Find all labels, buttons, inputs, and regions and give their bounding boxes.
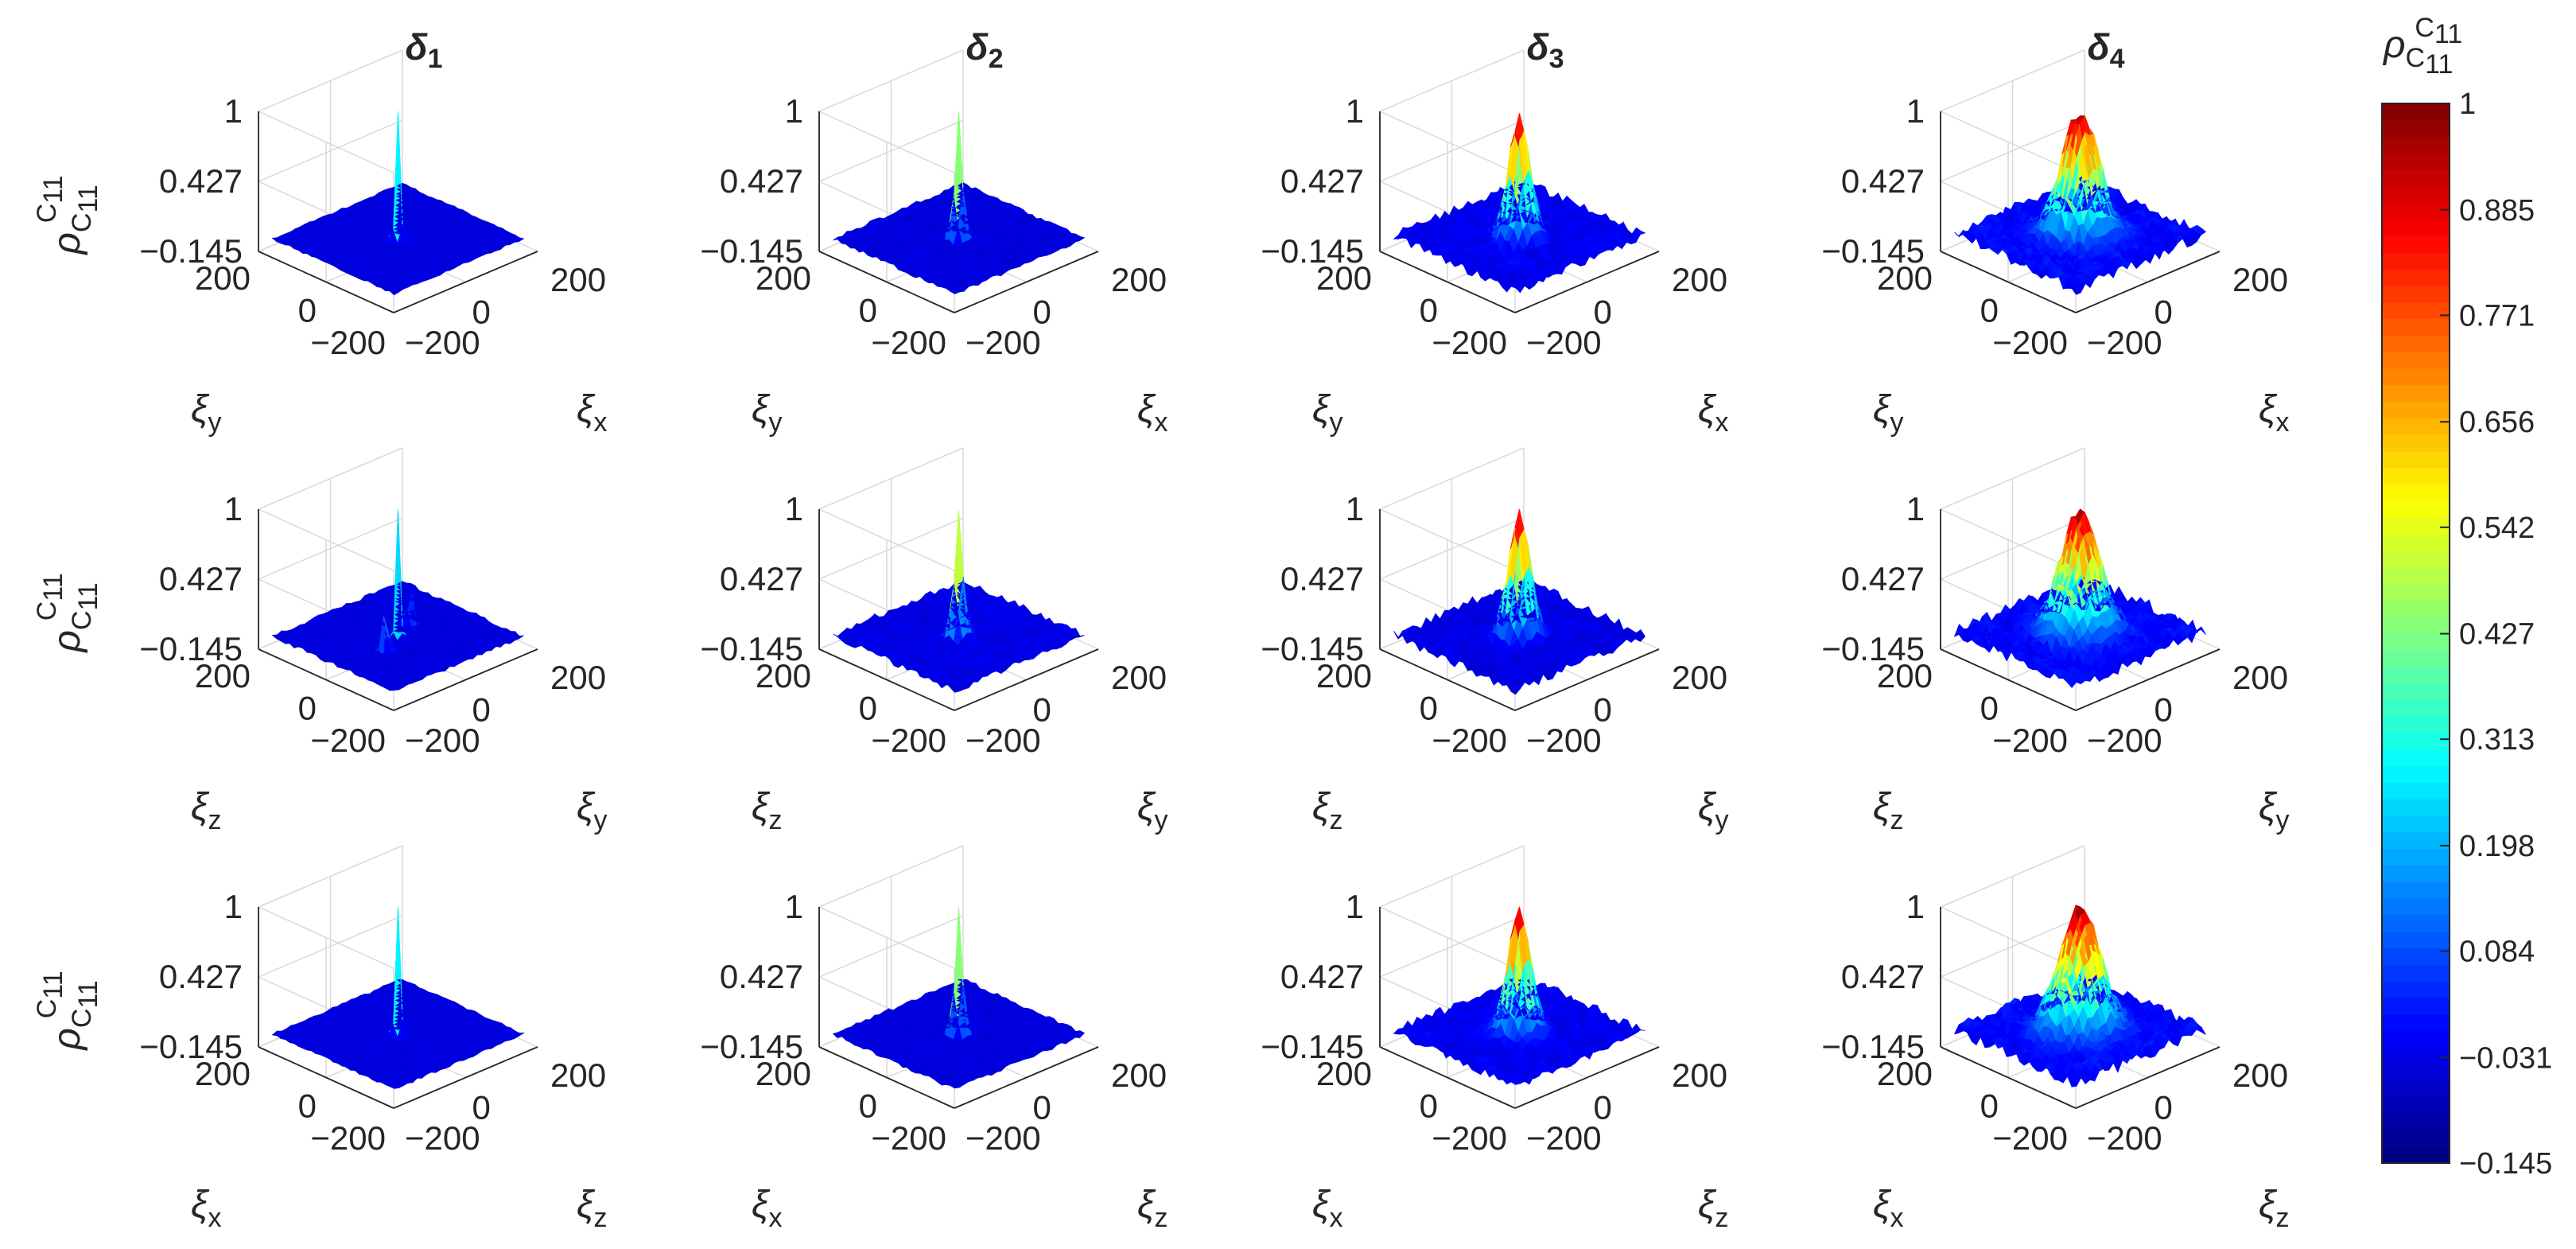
left-axis-label: ξz <box>752 786 782 835</box>
right-axis-tick: 0 <box>472 294 491 331</box>
gridline <box>258 111 394 173</box>
z-tick-label: 1 <box>224 490 243 527</box>
left-axis-tick: 200 <box>756 657 811 695</box>
right-axis-label: ξx <box>2259 388 2289 438</box>
right-axis-tick: −200 <box>966 722 1041 759</box>
right-axis-label: ξy <box>577 786 607 835</box>
right-axis-label: ξx <box>1698 388 1728 438</box>
column-title-2: δ2 <box>966 26 1004 74</box>
right-axis-label: ξx <box>577 388 607 438</box>
right-axis-tick: −200 <box>405 324 480 361</box>
column-title-1: δ1 <box>406 26 443 74</box>
right-axis-tick: −200 <box>405 722 480 759</box>
z-tick-label: 0.427 <box>1841 162 1925 200</box>
right-axis-tick: 200 <box>1111 659 1167 696</box>
right-axis-tick: 200 <box>1672 261 1727 298</box>
right-axis-tick: 0 <box>1033 294 1051 331</box>
surface <box>833 111 1086 294</box>
z-tick-label: 0.427 <box>1280 162 1364 200</box>
column-title-3: δ3 <box>1527 26 1564 74</box>
surface <box>1393 508 1645 695</box>
right-axis-tick: −200 <box>966 324 1041 361</box>
right-axis-tick: −200 <box>2087 324 2162 361</box>
left-axis-tick: 200 <box>195 259 251 297</box>
left-axis-label: ξy <box>1312 388 1342 438</box>
left-axis-tick: 200 <box>756 259 811 297</box>
right-axis-label: ξx <box>1137 388 1168 438</box>
z-tick-label: 0.427 <box>159 560 243 597</box>
left-axis-tick: 200 <box>195 657 251 695</box>
surface <box>1393 113 1646 294</box>
left-axis-tick: −200 <box>871 324 946 361</box>
right-axis-tick: 200 <box>550 659 606 696</box>
left-axis-label: ξz <box>191 786 221 835</box>
z-tick-label: 0.427 <box>159 162 243 200</box>
z-axis-label-text: ρC11C11 <box>32 573 103 653</box>
right-axis-tick: 200 <box>1111 261 1167 298</box>
surface <box>271 111 525 296</box>
column-title-4: δ4 <box>2088 26 2125 74</box>
gridline <box>258 119 403 182</box>
left-axis-tick: −200 <box>871 722 946 759</box>
left-axis-tick: 200 <box>1316 259 1372 297</box>
z-tick-label: 1 <box>785 490 803 527</box>
left-axis-tick: −200 <box>310 722 386 759</box>
right-axis-tick: 0 <box>472 691 491 729</box>
right-axis-tick: 200 <box>550 261 606 298</box>
left-axis-tick: −200 <box>1992 324 2068 361</box>
right-axis-label: ξy <box>1137 786 1168 835</box>
z-tick-label: 1 <box>785 92 803 130</box>
surface-facet <box>2178 219 2189 229</box>
left-axis-label: ξy <box>752 388 782 438</box>
left-axis-label: ξy <box>191 388 221 438</box>
surface <box>833 510 1085 693</box>
right-axis-tick: 0 <box>2154 294 2173 331</box>
gridline <box>258 49 403 112</box>
z-tick-label: 1 <box>1906 92 1925 130</box>
right-axis-tick: 200 <box>2232 261 2288 298</box>
left-axis-label: ξy <box>1873 388 1903 438</box>
column-titles: δ1 δ2 δ3 δ4 <box>406 26 2125 74</box>
z-axis-label: ρC11C11 <box>32 175 103 255</box>
z-tick-label: 0.427 <box>720 162 803 200</box>
z-tick-label: 1 <box>1346 92 1364 130</box>
right-axis-tick: −200 <box>1526 324 1602 361</box>
z-tick-label: 0.427 <box>720 560 803 597</box>
z-tick-label: 1 <box>224 92 243 130</box>
surface <box>271 508 524 691</box>
right-axis-tick: 0 <box>1033 691 1051 729</box>
left-axis-tick: 200 <box>1877 259 1933 297</box>
z-axis-label-text: ρC11C11 <box>32 175 103 255</box>
left-axis-tick: −200 <box>310 324 386 361</box>
z-axis-label: ρC11C11 <box>32 573 103 653</box>
left-axis-tick: −200 <box>1432 324 1507 361</box>
right-axis-tick: 0 <box>1594 294 1612 331</box>
